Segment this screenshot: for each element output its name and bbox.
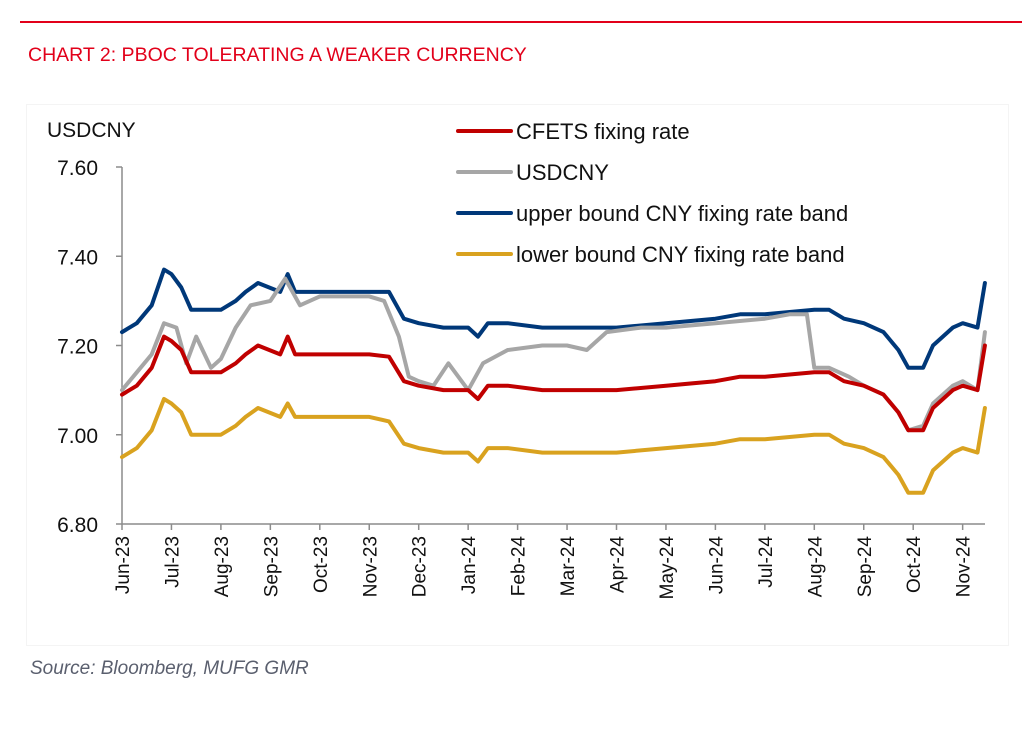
x-axis: Jun-23 Jul-23 Aug-23 Sep-23 Oct-23 Nov-23 Dec-… xyxy=(113,523,985,600)
y-axis: 6.80 7.00 7.20 7.40 7.60 xyxy=(57,157,123,537)
x-tick-label: Jun-24 xyxy=(706,536,727,595)
legend-label: CFETS fixing rate xyxy=(516,119,690,144)
series-line-upper-bound-cny-fixing-rate-band xyxy=(120,267,987,370)
y-tick-label: 7.60 xyxy=(57,157,98,180)
x-tick-label: Aug-24 xyxy=(805,536,826,598)
x-tick-label: Oct-24 xyxy=(904,536,925,593)
top-rule xyxy=(20,21,1022,23)
y-tick-label: 7.00 xyxy=(57,425,98,448)
x-tick-label: Nov-23 xyxy=(360,536,381,597)
legend-label: lower bound CNY fixing rate band xyxy=(516,242,845,267)
x-tick-label: Dec-23 xyxy=(410,536,431,597)
y-axis-title: USDCNY xyxy=(47,119,136,142)
x-tick-label: Sep-23 xyxy=(261,536,282,597)
series-line-cfets-fixing-rate xyxy=(120,334,987,433)
legend-label: USDCNY xyxy=(516,160,609,185)
legend-label: upper bound CNY fixing rate band xyxy=(516,201,848,226)
y-tick-label: 6.80 xyxy=(57,514,98,537)
chart-panel xyxy=(26,104,1009,646)
source-note: Source: Bloomberg, MUFG GMR xyxy=(30,658,309,679)
x-tick-label: Feb-24 xyxy=(509,536,530,597)
x-tick-label: Aug-23 xyxy=(212,536,233,597)
series-line-lower-bound-cny-fixing-rate-band xyxy=(120,397,987,495)
x-tick-label: May-24 xyxy=(657,536,678,600)
x-tick-label: Sep-24 xyxy=(855,536,876,598)
x-tick-label: Mar-24 xyxy=(558,536,579,597)
x-tick-label: Jan-24 xyxy=(459,536,480,595)
legend: CFETS fixing rate USDCNY upper bound CNY f… xyxy=(456,119,848,267)
x-tick-label: Oct-23 xyxy=(311,536,332,593)
x-tick-label: Jul-23 xyxy=(162,536,183,588)
x-tick-label: Jun-23 xyxy=(113,536,134,594)
chart-title: CHART 2: PBOC TOLERATING A WEAKER CURREN… xyxy=(28,44,527,66)
series-line-usdcny xyxy=(120,276,987,433)
x-tick-label: Apr-24 xyxy=(608,536,629,593)
x-tick-label: Nov-24 xyxy=(954,536,975,598)
series-layer xyxy=(120,267,987,495)
y-tick-label: 7.40 xyxy=(57,246,98,269)
y-tick-label: 7.20 xyxy=(57,336,98,359)
x-tick-label: Jul-24 xyxy=(756,536,777,588)
